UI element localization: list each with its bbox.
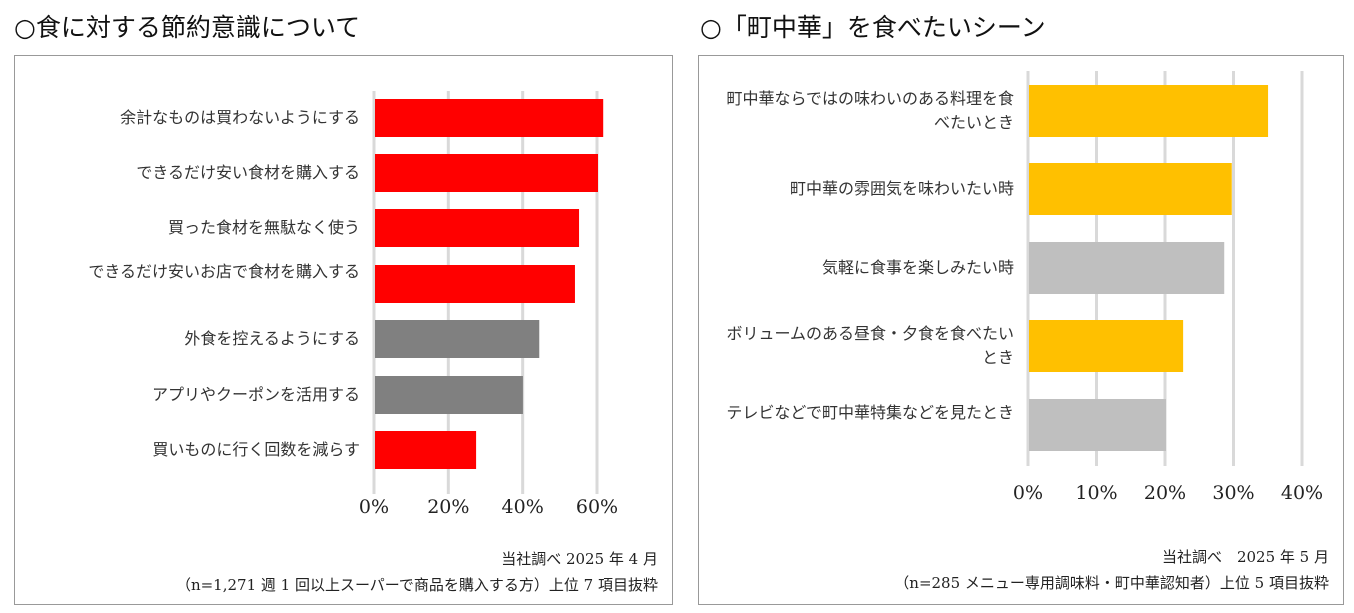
bar-plot-area	[1026, 71, 1304, 466]
left-chart-title: ○食に対する節約意識について	[14, 13, 361, 42]
category-label: 町中華ならではの味わいのある料理を食べたいとき	[726, 89, 1014, 132]
bar	[375, 209, 580, 247]
bar	[1029, 163, 1232, 215]
x-tick-label: 20%	[427, 496, 470, 518]
right-chart-title: ○「町中華」を食べたいシーン	[700, 13, 1046, 42]
bar-plot-area	[372, 91, 604, 494]
category-label: 買った食材を無駄なく使う	[167, 218, 360, 237]
bar	[375, 320, 540, 358]
x-tick-label: 0%	[358, 496, 390, 518]
x-tick-label: 40%	[1280, 482, 1324, 504]
category-label: テレビなどで町中華特集などを見たとき	[726, 403, 1014, 422]
category-label: ボリュームのある昼食・夕食を食べたいとき	[726, 324, 1014, 367]
bar	[375, 154, 598, 192]
category-label: アプリやクーポンを活用する	[151, 385, 360, 404]
category-label: 買いものに行く回数を減らす	[152, 440, 360, 459]
bar	[1029, 320, 1184, 372]
source-note: （n=1,271 週 1 回以上スーパーで商品を購入する方）上位 7 項目抜粋	[175, 576, 658, 594]
x-tick-label: 40%	[501, 496, 544, 518]
bar	[375, 99, 604, 137]
bar	[1029, 242, 1225, 294]
category-label: できるだけ安い食材を購入する	[136, 163, 360, 182]
source-note: 当社調べ 2025 年 4 月	[501, 550, 658, 568]
category-label: 町中華の雰囲気を味わいたい時	[789, 179, 1014, 198]
x-tick-label: 20%	[1143, 482, 1187, 504]
x-tick-label: 0%	[1012, 482, 1044, 504]
left-chart-panel: 余計なものは買わないようにするできるだけ安い食材を購入する買った食材を無駄なく使…	[14, 55, 673, 605]
x-tick-label: 10%	[1075, 482, 1118, 504]
source-note: 当社調べ 2025 年 5 月	[1161, 548, 1329, 566]
right-chart-panel: 町中華ならではの味わいのある料理を食べたいとき町中華の雰囲気を味わいたい時気軽に…	[698, 55, 1344, 605]
bar	[1029, 85, 1269, 137]
category-label: できるだけ安いお店で食材を購入する	[88, 262, 360, 281]
bar	[375, 376, 523, 414]
category-label: 気軽に食事を楽しみたい時	[821, 258, 1014, 277]
bar	[375, 431, 477, 469]
x-tick-label: 30%	[1212, 482, 1255, 504]
category-label: 余計なものは買わないようにする	[120, 108, 360, 127]
bar	[1029, 399, 1166, 451]
bar	[375, 265, 575, 303]
category-label: 外食を控えるようにする	[184, 329, 360, 348]
source-note: （n=285 メニュー専用調味料・町中華認知者）上位 5 項目抜粋	[894, 574, 1329, 592]
x-tick-label: 60%	[575, 496, 619, 518]
